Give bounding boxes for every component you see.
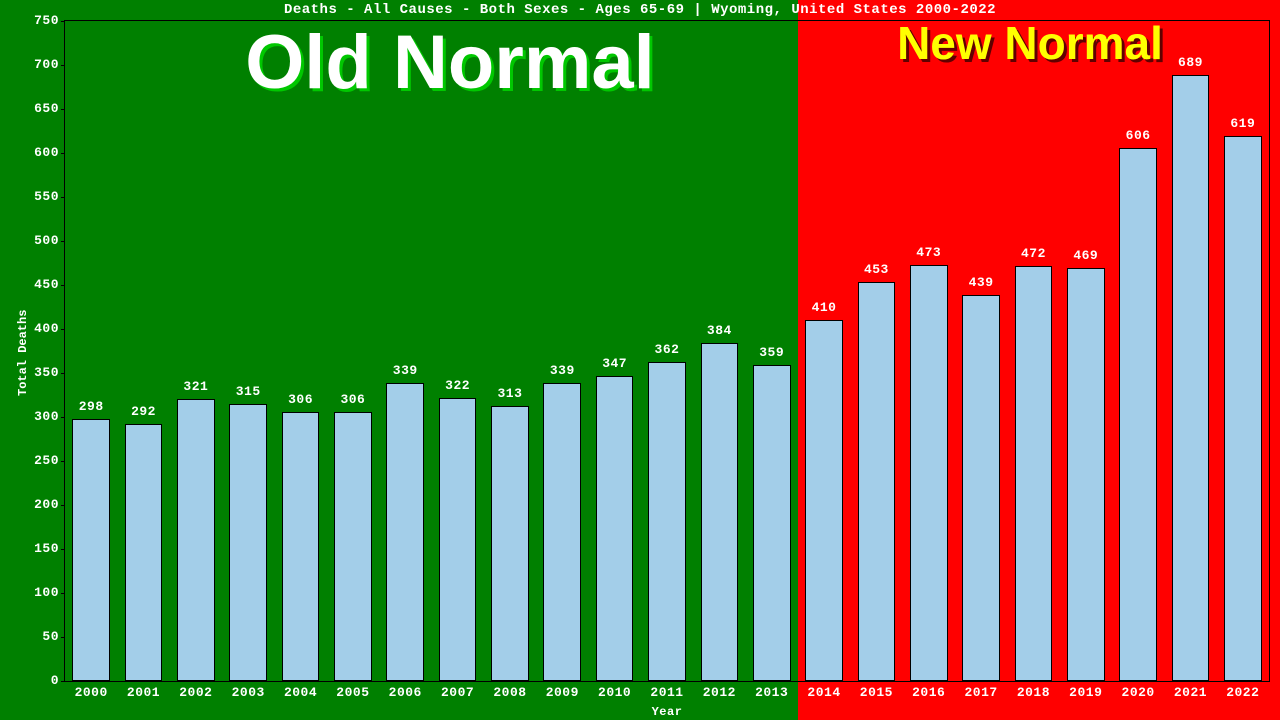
bar-value-label: 292 [131, 404, 156, 419]
bar-value-label: 359 [759, 345, 784, 360]
bar [177, 399, 215, 681]
x-tick-label: 2001 [127, 685, 160, 700]
x-tick-label: 2000 [75, 685, 108, 700]
y-tick-label: 450 [34, 277, 59, 292]
annotation: Old Normal [245, 19, 655, 106]
bar [543, 383, 581, 681]
chart-root: Deaths - All Causes - Both Sexes - Ages … [0, 0, 1280, 720]
bar-value-label: 306 [288, 392, 313, 407]
x-tick-label: 2011 [650, 685, 683, 700]
x-tick-label: 2010 [598, 685, 631, 700]
y-tick-label: 0 [51, 673, 59, 688]
bar [910, 265, 948, 681]
x-tick-label: 2017 [964, 685, 997, 700]
y-tick-label: 500 [34, 233, 59, 248]
y-tick-label: 650 [34, 101, 59, 116]
bar-value-label: 315 [236, 384, 261, 399]
x-tick-label: 2004 [284, 685, 317, 700]
bar [491, 406, 529, 681]
bar [72, 419, 110, 681]
x-axis-title: Year [652, 705, 683, 719]
x-tick-label: 2014 [807, 685, 840, 700]
y-tick-label: 400 [34, 321, 59, 336]
x-tick-label: 2013 [755, 685, 788, 700]
x-tick-label: 2019 [1069, 685, 1102, 700]
bar [334, 412, 372, 681]
x-tick-label: 2008 [493, 685, 526, 700]
x-tick-label: 2021 [1174, 685, 1207, 700]
y-tick-label: 600 [34, 145, 59, 160]
bar [1172, 75, 1210, 681]
bar [648, 362, 686, 681]
y-tick-label: 200 [34, 497, 59, 512]
bar-value-label: 472 [1021, 246, 1046, 261]
y-tick-label: 50 [42, 629, 59, 644]
bar-value-label: 347 [602, 356, 627, 371]
bar-value-label: 453 [864, 262, 889, 277]
bar [282, 412, 320, 681]
bar-value-label: 619 [1230, 116, 1255, 131]
bar-value-label: 322 [445, 378, 470, 393]
bar [701, 343, 739, 681]
bar [858, 282, 896, 681]
x-tick-label: 2003 [232, 685, 265, 700]
bar-value-label: 469 [1073, 248, 1098, 263]
bar-value-label: 410 [812, 300, 837, 315]
y-tick-label: 550 [34, 189, 59, 204]
bar [229, 404, 267, 681]
y-tick-label: 750 [34, 13, 59, 28]
bar-value-label: 606 [1126, 128, 1151, 143]
bar [753, 365, 791, 681]
bar-value-label: 362 [655, 342, 680, 357]
bar-value-label: 298 [79, 399, 104, 414]
x-tick-label: 2016 [912, 685, 945, 700]
x-tick-label: 2015 [860, 685, 893, 700]
y-tick-label: 150 [34, 541, 59, 556]
bar-value-label: 306 [340, 392, 365, 407]
bar [962, 295, 1000, 681]
y-tick-label: 700 [34, 57, 59, 72]
annotation: New Normal [897, 16, 1163, 70]
bar-value-label: 689 [1178, 55, 1203, 70]
bar [439, 398, 477, 681]
x-tick-label: 2007 [441, 685, 474, 700]
x-tick-label: 2006 [389, 685, 422, 700]
bar-value-label: 339 [550, 363, 575, 378]
x-tick-label: 2020 [1122, 685, 1155, 700]
bar [596, 376, 634, 681]
x-tick-label: 2005 [336, 685, 369, 700]
x-tick-label: 2012 [703, 685, 736, 700]
bar [1119, 148, 1157, 681]
x-tick-label: 2018 [1017, 685, 1050, 700]
bar-value-label: 439 [969, 275, 994, 290]
bar-value-label: 339 [393, 363, 418, 378]
y-axis-title: Total Deaths [16, 310, 30, 396]
bar [125, 424, 163, 681]
y-tick-label: 250 [34, 453, 59, 468]
bar-value-label: 321 [183, 379, 208, 394]
bar-value-label: 473 [916, 245, 941, 260]
y-tick-label: 100 [34, 585, 59, 600]
x-tick-label: 2022 [1226, 685, 1259, 700]
bar [386, 383, 424, 681]
bar [1224, 136, 1262, 681]
bar [1015, 266, 1053, 681]
bar-value-label: 313 [498, 386, 523, 401]
bar [1067, 268, 1105, 681]
x-tick-label: 2002 [179, 685, 212, 700]
x-tick-label: 2009 [546, 685, 579, 700]
y-tick-label: 350 [34, 365, 59, 380]
bar [805, 320, 843, 681]
bar-value-label: 384 [707, 323, 732, 338]
y-tick-label: 300 [34, 409, 59, 424]
